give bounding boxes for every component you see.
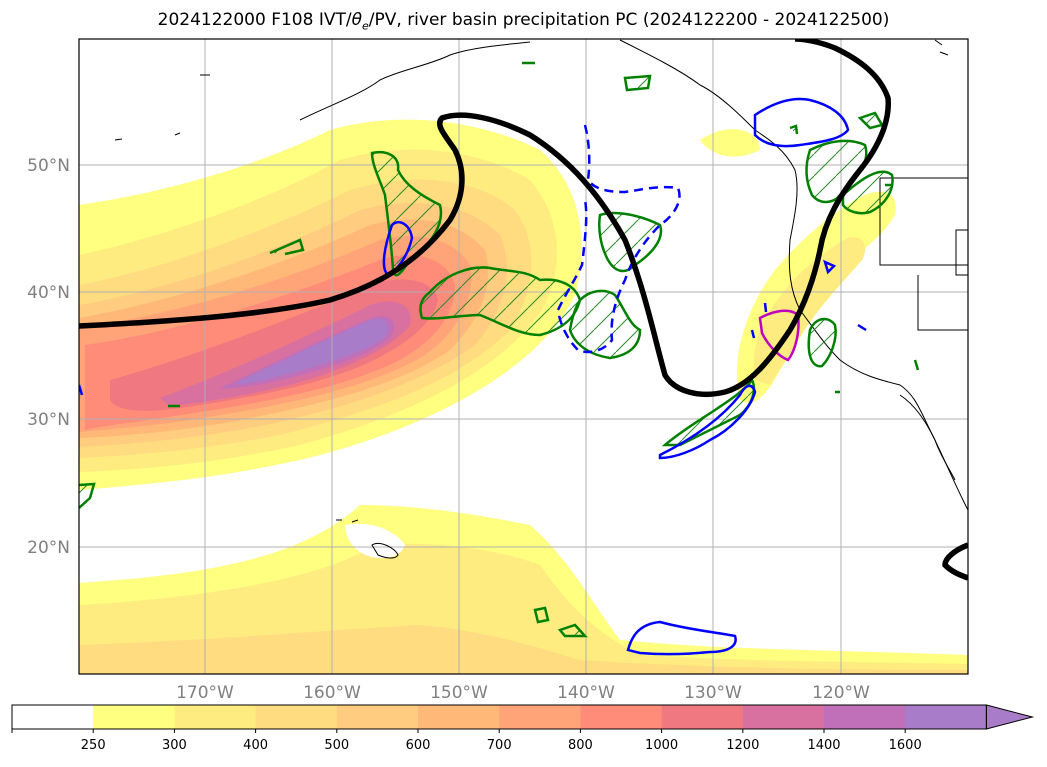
pv-contour-se bbox=[942, 542, 968, 581]
colorbar-label: 1400 bbox=[807, 738, 840, 753]
lat-label: 20°N bbox=[27, 538, 70, 558]
colorbar-label: 800 bbox=[568, 738, 593, 753]
colorbar-segment bbox=[418, 705, 500, 729]
lon-label: 170°W bbox=[176, 683, 234, 703]
colorbar-segment bbox=[336, 705, 419, 729]
ivt-1200 bbox=[160, 301, 411, 406]
colorbar-label: 400 bbox=[243, 738, 268, 753]
colorbar-segment bbox=[12, 705, 94, 729]
colorbar-segment bbox=[580, 705, 663, 729]
colorbar-segment bbox=[824, 705, 906, 729]
ivt-1600 bbox=[236, 318, 388, 384]
colorbar-label: 1000 bbox=[645, 738, 678, 753]
colorbar-label: 500 bbox=[324, 738, 349, 753]
lon-label: 150°W bbox=[430, 683, 488, 703]
map-title: 2024122000 F108 IVT/θe/PV, river basin p… bbox=[0, 10, 1047, 32]
lon-label: 130°W bbox=[684, 683, 742, 703]
title-run: 2024122000 F108 IVT/ bbox=[157, 10, 352, 30]
title-theta-sub: e bbox=[362, 19, 369, 33]
colorbar-segment bbox=[742, 705, 825, 729]
colorbar-segment bbox=[93, 705, 175, 729]
ivt-coastal-250 bbox=[700, 129, 896, 403]
colorbar-segment bbox=[255, 705, 338, 729]
map-frame bbox=[78, 38, 969, 675]
theta-e-contours-solid bbox=[79, 97, 867, 656]
colorbar: 250 300 400 500 600 700 800 1000 1200 1400 1600 bbox=[11, 704, 1035, 753]
ivt-coastal-300 bbox=[753, 237, 866, 385]
coastlines bbox=[114, 39, 968, 559]
colorbar-extension bbox=[985, 704, 1035, 730]
colorbar-segment bbox=[174, 705, 257, 729]
lon-label: 120°W bbox=[812, 683, 870, 703]
colorbar-segment bbox=[905, 705, 987, 729]
colorbar-label: 250 bbox=[81, 738, 106, 753]
precip-contours-green bbox=[79, 61, 920, 638]
lon-label: 140°W bbox=[557, 683, 615, 703]
lon-label: 160°W bbox=[303, 683, 361, 703]
title-rest: /PV, river basin precipitation PC (20241… bbox=[368, 10, 890, 30]
precip-contour-magenta bbox=[758, 309, 800, 362]
lat-label: 30°N bbox=[27, 410, 70, 430]
colorbar-label: 700 bbox=[487, 738, 512, 753]
pv-contour-main bbox=[79, 39, 891, 397]
colorbar-label: 600 bbox=[406, 738, 431, 753]
title-theta: θ bbox=[351, 10, 362, 30]
theta-e-contour-dashed bbox=[556, 124, 681, 354]
colorbar-label: 1200 bbox=[726, 738, 759, 753]
colorbar-segment bbox=[499, 705, 581, 729]
lat-label: 50°N bbox=[27, 156, 70, 176]
colorbar-segment bbox=[661, 705, 744, 729]
ivt-south-400 bbox=[79, 625, 968, 674]
ivt-filled-contours bbox=[79, 39, 968, 674]
colorbar-label: 300 bbox=[162, 738, 187, 753]
colorbar-label: 1600 bbox=[889, 738, 922, 753]
hawaii-gap bbox=[345, 523, 405, 559]
lat-label: 40°N bbox=[27, 283, 70, 303]
